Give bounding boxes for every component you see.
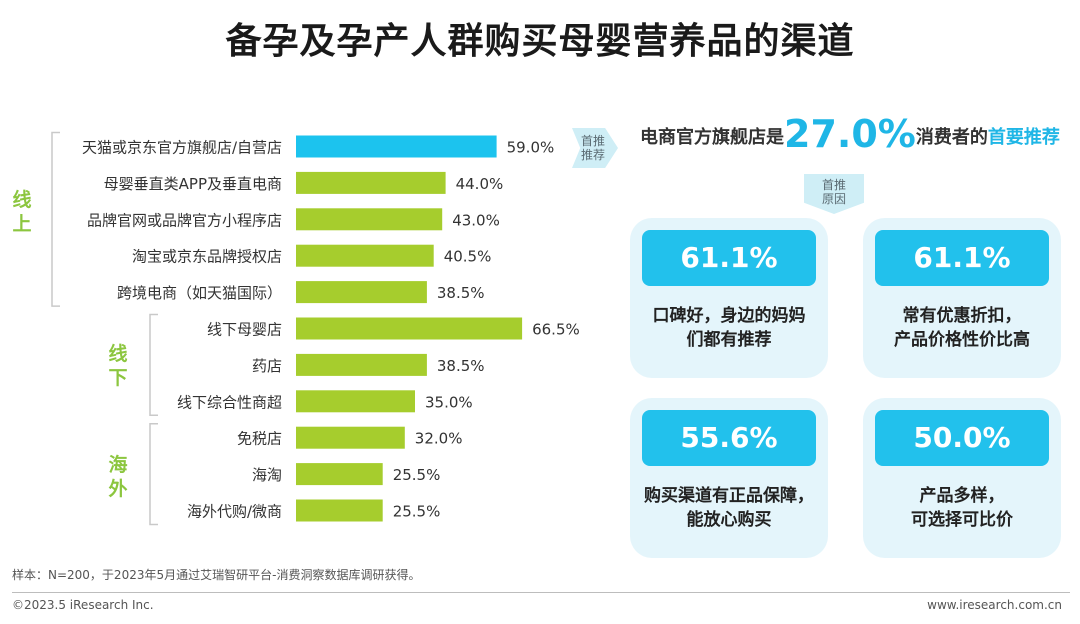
bar [296,463,383,486]
bar [296,135,497,158]
value-label: 40.5% [444,248,492,266]
category-label: 淘宝或京东品牌授权店 [132,248,282,266]
reason-card-3-text: 购买渠道有正品保障， 能放心购买 [644,486,814,530]
category-label: 海淘 [252,466,282,484]
sample-footnote: 样本：N=200，于2023年5月通过艾瑞智研平台-消费洞察数据库调研获得。 [12,568,421,582]
reason-card-4: 50.0% 产品多样， 可选择可比价 [863,398,1061,558]
reason-tag-line1: 首推 [821,178,846,192]
reason-card-4-text: 产品多样， 可选择可比价 [911,486,1013,530]
reason-tag-line2: 原因 [821,192,846,206]
reason-card-2-percent: 61.1% [875,230,1049,286]
value-label: 25.5% [393,466,441,484]
page-title: 备孕及孕产人群购买母婴营养品的渠道 [225,21,855,62]
group-label-offline: 线下 [108,343,128,389]
bar [296,499,383,522]
group-label-online: 线上 [12,189,32,235]
bar [296,281,427,304]
category-label: 线下母婴店 [207,321,282,339]
group-label-overseas: 海外 [108,454,128,500]
footer-divider [12,592,1070,593]
headline-emphasis: 首要推荐 [987,127,1060,148]
value-label: 38.5% [437,357,485,375]
reason-card-3-percent: 55.6% [642,410,816,466]
website-url: www.iresearch.com.cn [927,598,1062,612]
bar [296,208,443,231]
group-bracket [51,131,60,307]
headline: 电商官方旗舰店是27.0%消费者的首要推荐 [640,112,1060,156]
reason-card-3: 55.6% 购买渠道有正品保障， 能放心购买 [630,398,828,558]
category-label: 药店 [252,357,282,375]
category-label: 线下综合性商超 [177,393,282,411]
category-label: 母婴垂直类APP及垂直电商 [104,175,282,193]
arrow-tag-line2: 推荐 [580,148,605,162]
bar [296,317,523,340]
reason-card-1: 61.1% 口碑好，身边的妈妈 们都有推荐 [630,218,828,378]
value-label: 38.5% [437,284,485,302]
value-label: 25.5% [393,503,441,521]
arrow-tag-line1: 首推 [580,134,605,148]
reason-card-2: 61.1% 常有优惠折扣， 产品价格性价比高 [863,218,1061,378]
bar [296,390,415,413]
bar [296,353,427,376]
group-bracket [149,313,158,417]
value-label: 59.0% [507,139,555,157]
reason-card-1-text: 口碑好，身边的妈妈 们都有推荐 [652,306,806,350]
copyright: ©2023.5 iResearch Inc. [12,598,154,612]
bar [296,244,434,267]
headline-middle: 消费者的 [915,127,988,148]
category-label: 天猫或京东官方旗舰店/自营店 [82,139,282,157]
category-label: 免税店 [237,430,282,448]
value-label: 66.5% [532,321,580,339]
value-label: 32.0% [415,430,463,448]
channel-bar-chart: 天猫或京东官方旗舰店/自营店 59.0% 母婴垂直类APP及垂直电商 44.0% 品牌官… [51,131,580,526]
category-label: 跨境电商（如天猫国际） [117,284,282,302]
reason-card-4-percent: 50.0% [875,410,1049,466]
category-label: 海外代购/微商 [187,503,282,521]
headline-value: 27.0% [784,112,916,156]
reason-card-1-percent: 61.1% [642,230,816,286]
reason-card-2-text: 常有优惠折扣， 产品价格性价比高 [894,306,1030,350]
headline-prefix: 电商官方旗舰店是 [640,127,784,148]
value-label: 35.0% [425,393,473,411]
reason-down-arrow-tag: 首推 原因 [804,174,864,214]
group-bracket [149,422,158,526]
value-label: 43.0% [452,211,500,229]
value-label: 44.0% [456,175,504,193]
bar [296,426,405,449]
category-label: 品牌官网或品牌官方小程序店 [87,211,282,229]
bar [296,171,446,194]
